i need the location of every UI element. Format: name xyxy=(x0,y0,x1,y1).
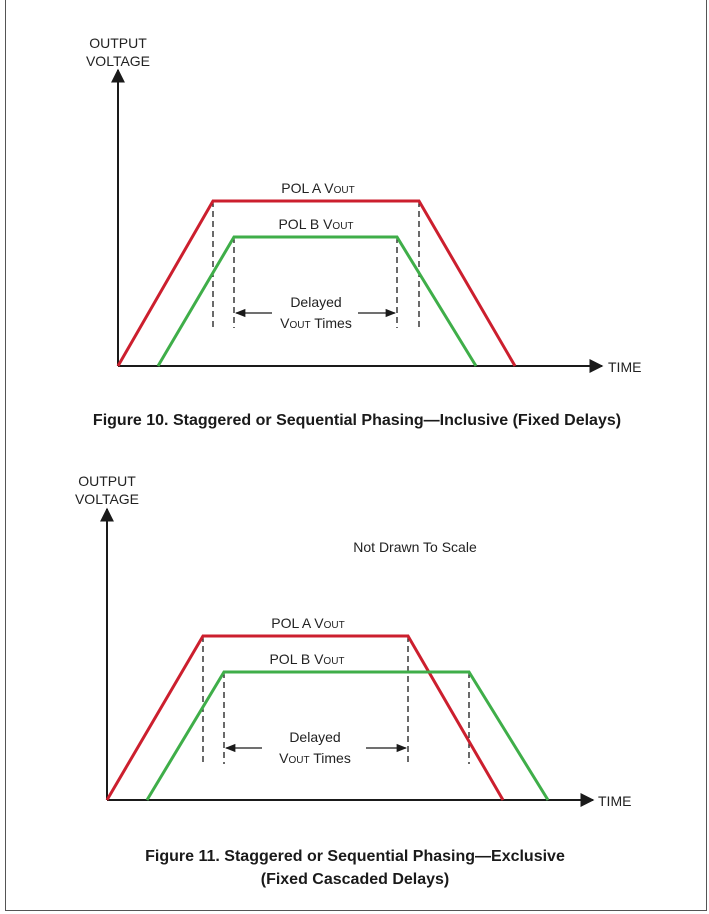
pol-b-label: POL B VOUT xyxy=(269,651,344,667)
figure-caption-line1: Figure 11. Staggered or Sequential Phasi… xyxy=(145,848,565,865)
y-axis-label-line1: OUTPUT xyxy=(89,35,147,51)
figure-caption-line2: (Fixed Cascaded Delays) xyxy=(261,871,450,888)
page-frame xyxy=(5,0,707,911)
pol-b-label: POL B VOUT xyxy=(278,216,353,232)
delay-label-line1: Delayed xyxy=(290,294,341,310)
x-axis-label: TIME xyxy=(598,793,631,809)
y-axis-label-line2: VOLTAGE xyxy=(75,491,139,507)
y-axis-label-line2: VOLTAGE xyxy=(86,53,150,69)
pol-b-trace xyxy=(156,235,478,367)
delay-label-line1: Delayed xyxy=(289,729,340,745)
delay-label-line2: VOUT Times xyxy=(279,750,351,766)
x-axis-label: TIME xyxy=(608,359,641,375)
not-to-scale-note: Not Drawn To Scale xyxy=(353,539,477,555)
y-axis-label-line1: OUTPUT xyxy=(78,473,136,489)
delay-label-line2: VOUT Times xyxy=(280,315,352,331)
figure-11: OUTPUT VOLTAGE TIME Not Drawn To Scale P… xyxy=(75,473,631,888)
figure-10: OUTPUT VOLTAGE TIME POL A VOUT POL B VOU… xyxy=(86,35,641,429)
pol-a-trace xyxy=(116,199,517,367)
pol-a-trace xyxy=(105,634,505,801)
pol-a-label: POL A VOUT xyxy=(271,615,345,631)
figure-caption: Figure 10. Staggered or Sequential Phasi… xyxy=(93,412,621,429)
pol-b-trace xyxy=(145,670,550,801)
pol-a-label: POL A VOUT xyxy=(281,180,355,196)
